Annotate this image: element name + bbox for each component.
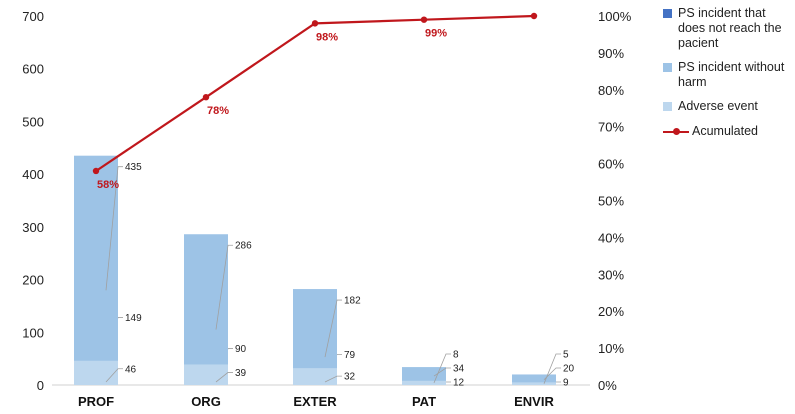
acumulated-point xyxy=(202,93,210,101)
y-left-tick-label: 400 xyxy=(22,167,44,182)
data-label-leader xyxy=(105,166,123,291)
y-right-tick-label: 30% xyxy=(598,267,624,282)
bar-segment xyxy=(512,382,556,385)
y-right-tick-label: 60% xyxy=(598,157,624,172)
bar-segment xyxy=(74,155,118,385)
legend-item-acumulated: Acumulated xyxy=(663,124,795,139)
x-tick-label: PROF xyxy=(78,394,114,409)
data-label-leader xyxy=(543,367,561,381)
data-label-leader xyxy=(433,353,451,384)
acumulated-label: 98% xyxy=(316,31,338,43)
y-right-tick-label: 40% xyxy=(598,230,624,245)
data-label: 90 xyxy=(235,344,247,355)
legend-item-without-harm: PS incident without harm xyxy=(663,60,795,90)
legend-label-acumulated: Acumulated xyxy=(692,124,759,138)
bar-segment xyxy=(402,380,446,385)
acumulated-point xyxy=(530,12,538,20)
y-right-tick-label: 0% xyxy=(598,378,617,393)
x-tick-label: ENVIR xyxy=(514,394,554,409)
bar-segment xyxy=(184,364,228,385)
y-left-tick-label: 0 xyxy=(37,378,44,393)
legend-item-adverse: Adverse event xyxy=(663,99,795,114)
data-label-leader xyxy=(324,299,342,358)
data-label: 9 xyxy=(563,378,569,389)
legend-label-without-harm: PS incident without harm xyxy=(678,60,785,89)
data-label: 39 xyxy=(235,368,247,379)
acumulated-point xyxy=(311,20,319,27)
data-label: 46 xyxy=(125,364,137,375)
x-tick-label: EXTER xyxy=(293,394,337,409)
acumulated-point xyxy=(420,16,428,23)
acumulated-label: 78% xyxy=(207,105,229,117)
y-right-tick-label: 90% xyxy=(598,46,624,61)
y-left-tick-label: 500 xyxy=(22,114,44,129)
data-label-leader xyxy=(543,353,561,384)
y-right-tick-label: 80% xyxy=(598,83,624,98)
data-label: 182 xyxy=(344,296,361,307)
data-label-leader xyxy=(105,368,123,383)
data-label: 8 xyxy=(453,350,459,361)
acumulated-label: 58% xyxy=(97,179,119,191)
data-label-leader xyxy=(215,244,233,330)
data-label: 286 xyxy=(235,241,252,252)
data-label-leader xyxy=(324,375,342,383)
y-right-tick-label: 20% xyxy=(598,304,624,319)
y-right-tick-label: 10% xyxy=(598,341,624,356)
legend-line-acumulated xyxy=(663,124,689,139)
data-label: 149 xyxy=(125,313,142,324)
data-label-leader xyxy=(215,372,233,383)
legend-swatch-adverse xyxy=(663,102,672,111)
x-tick-label: ORG xyxy=(191,394,221,409)
y-left-tick-label: 200 xyxy=(22,273,44,288)
data-label: 12 xyxy=(453,378,465,389)
bar-segment xyxy=(293,368,337,385)
acumulated-label: 99% xyxy=(425,28,447,40)
y-right-tick-label: 50% xyxy=(598,194,624,209)
data-label: 32 xyxy=(344,372,356,383)
legend-item-not-reach: PS incident that does not reach the paci… xyxy=(663,6,795,51)
y-left-tick-label: 700 xyxy=(22,9,44,24)
acumulated-point xyxy=(92,167,100,175)
y-right-tick-label: 70% xyxy=(598,120,624,135)
bar-segment xyxy=(184,234,228,385)
legend-swatch-not-reach xyxy=(663,9,672,18)
legend-label-not-reach: PS incident that does not reach the paci… xyxy=(678,6,782,50)
data-label: 34 xyxy=(453,364,465,375)
legend-swatch-without-harm xyxy=(663,63,672,72)
y-left-tick-label: 600 xyxy=(22,62,44,77)
data-label: 79 xyxy=(344,350,356,361)
y-left-tick-label: 300 xyxy=(22,220,44,235)
legend-label-adverse: Adverse event xyxy=(678,99,758,113)
bar-segment xyxy=(512,374,556,385)
legend: PS incident that does not reach the paci… xyxy=(663,6,795,148)
y-right-tick-label: 100% xyxy=(598,9,632,24)
data-label: 20 xyxy=(563,364,575,375)
data-label: 435 xyxy=(125,162,142,173)
x-tick-label: PAT xyxy=(412,394,436,409)
y-left-tick-label: 100 xyxy=(22,325,44,340)
bar-segment xyxy=(74,360,118,385)
data-label: 5 xyxy=(563,350,569,361)
